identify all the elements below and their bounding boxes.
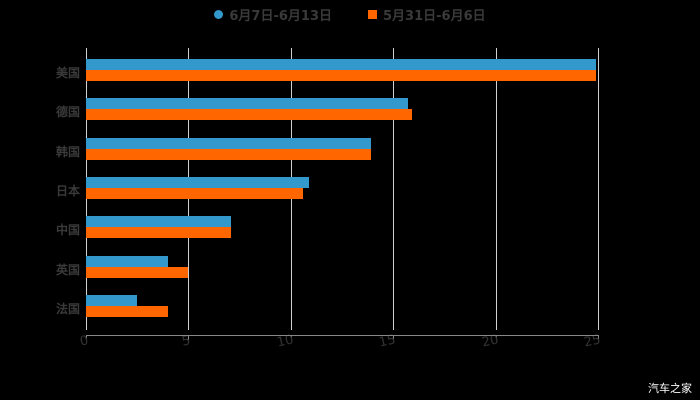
x-axis bbox=[86, 335, 598, 336]
legend-circle-icon bbox=[214, 9, 224, 19]
bar-series-1[interactable] bbox=[86, 255, 168, 267]
watermark: 汽车之家 bbox=[648, 382, 692, 395]
x-tick bbox=[393, 335, 394, 340]
bar-series-1[interactable] bbox=[86, 294, 137, 306]
legend-item-series-1[interactable]: 6月7日-6月13日 bbox=[214, 4, 332, 24]
bar-series-1[interactable] bbox=[86, 137, 371, 149]
x-tick bbox=[86, 335, 87, 340]
category-label: 中国 bbox=[55, 223, 80, 238]
category-label: 英国 bbox=[55, 262, 80, 277]
x-tick bbox=[188, 335, 189, 340]
bar-series-2[interactable] bbox=[86, 305, 168, 317]
legend-label: 5月31日-6月6日 bbox=[383, 8, 486, 24]
bar-series-1[interactable] bbox=[86, 59, 596, 70]
bar-series-2[interactable] bbox=[86, 148, 371, 160]
category-label: 美国 bbox=[55, 66, 80, 80]
bar-series-1[interactable] bbox=[86, 176, 309, 188]
bar-series-2[interactable] bbox=[86, 266, 188, 278]
gridline bbox=[598, 48, 599, 330]
legend-square-icon bbox=[368, 9, 377, 19]
category-label: 德国 bbox=[55, 105, 80, 120]
category-label: 法国 bbox=[55, 301, 80, 316]
x-tick bbox=[291, 335, 292, 340]
bar-series-1[interactable] bbox=[86, 216, 231, 228]
gridline bbox=[393, 48, 394, 330]
bar-series-2[interactable] bbox=[86, 187, 303, 199]
bar-series-2[interactable] bbox=[86, 109, 412, 121]
chart-legend: 6月7日-6月13日 5月31日-6月6日 bbox=[0, 4, 700, 24]
x-tick bbox=[496, 335, 497, 340]
bar-series-1[interactable] bbox=[86, 98, 408, 110]
category-label: 韩国 bbox=[55, 144, 80, 159]
gridline bbox=[496, 48, 497, 330]
legend-label: 6月7日-6月13日 bbox=[229, 8, 332, 24]
legend-item-series-2[interactable]: 5月31日-6月6日 bbox=[368, 4, 486, 24]
x-tick bbox=[598, 335, 599, 340]
category-label: 日本 bbox=[55, 183, 80, 198]
bar-series-2[interactable] bbox=[86, 70, 596, 81]
bar-series-2[interactable] bbox=[86, 227, 231, 239]
